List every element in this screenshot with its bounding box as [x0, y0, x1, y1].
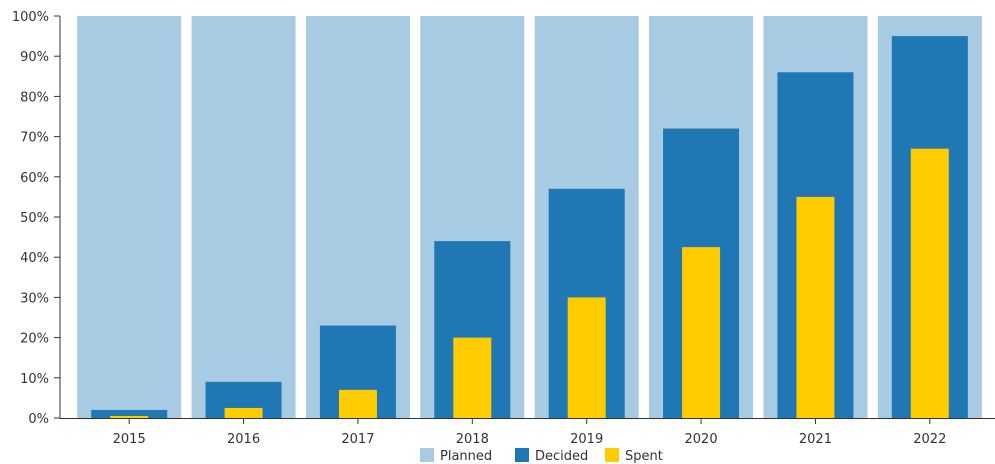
- bar-planned-2016: [191, 16, 296, 418]
- legend-label: Planned: [440, 449, 492, 464]
- y-tick-label: 100%: [12, 10, 49, 25]
- x-tick-label: 2022: [913, 432, 946, 447]
- x-tick-label: 2020: [685, 432, 718, 447]
- y-tick-label: 70%: [20, 131, 49, 146]
- bar-spent-2019: [567, 297, 606, 418]
- y-tick-label: 40%: [20, 251, 49, 266]
- x-tick-label: 2019: [570, 432, 603, 447]
- legend-swatch: [605, 448, 619, 462]
- bars: [77, 16, 982, 418]
- x-tick-label: 2016: [227, 432, 260, 447]
- bar-spent-2017: [338, 389, 377, 418]
- legend: Planned Decided Spent: [420, 448, 663, 464]
- bar-spent-2016: [224, 407, 263, 418]
- y-tick-label: 80%: [20, 90, 49, 105]
- y-tick-label: 10%: [20, 372, 49, 387]
- x-tick-label: 2015: [113, 432, 146, 447]
- y-tick-label: 90%: [20, 50, 49, 65]
- x-tick-label: 2021: [799, 432, 832, 447]
- legend-item-decided[interactable]: Decided: [515, 448, 588, 464]
- y-tick-label: 20%: [20, 332, 49, 347]
- bar-planned-2015: [77, 16, 182, 418]
- bar-spent-2020: [682, 247, 721, 418]
- x-tick-label: 2018: [456, 432, 489, 447]
- y-tick-label: 30%: [20, 291, 49, 306]
- x-tick-label: 2017: [341, 432, 374, 447]
- x-axis: 2015 2016 2017 2018 2019 2020 2021 2022: [60, 418, 995, 447]
- legend-label: Decided: [535, 449, 588, 464]
- y-tick-label: 0%: [28, 412, 49, 427]
- bar-spent-2021: [796, 196, 835, 418]
- legend-swatch: [515, 448, 529, 462]
- legend-swatch: [420, 448, 434, 462]
- y-tick-label: 50%: [20, 211, 49, 226]
- bar-spent-2022: [910, 148, 949, 418]
- legend-item-spent[interactable]: Spent: [605, 448, 663, 464]
- y-tick-label: 60%: [20, 171, 49, 186]
- y-axis: 0% 10% 20% 30% 40% 50% 60% 70% 80% 90% 100%: [12, 10, 61, 427]
- legend-label: Spent: [625, 449, 663, 464]
- bar-decided-2015: [91, 409, 168, 418]
- bar-spent-2015: [110, 415, 149, 418]
- legend-item-planned[interactable]: Planned: [420, 448, 492, 464]
- bar-spent-2018: [453, 337, 492, 418]
